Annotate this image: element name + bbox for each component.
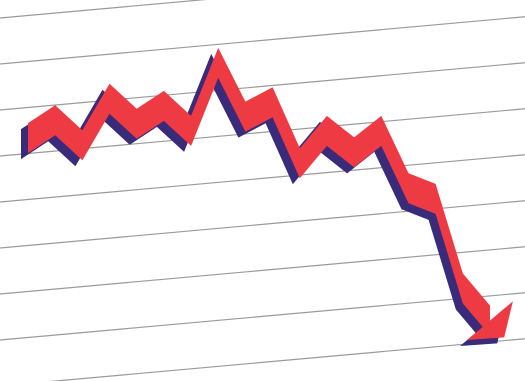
series-line xyxy=(28,47,490,336)
grid-line xyxy=(0,154,525,203)
grid-line xyxy=(0,62,525,111)
arrow-head xyxy=(467,301,513,340)
grid-line xyxy=(0,292,525,341)
grid-line xyxy=(48,338,525,381)
grid-line xyxy=(0,0,207,19)
grid-line xyxy=(0,246,525,295)
grid-line xyxy=(0,16,525,65)
line-series xyxy=(28,47,513,340)
